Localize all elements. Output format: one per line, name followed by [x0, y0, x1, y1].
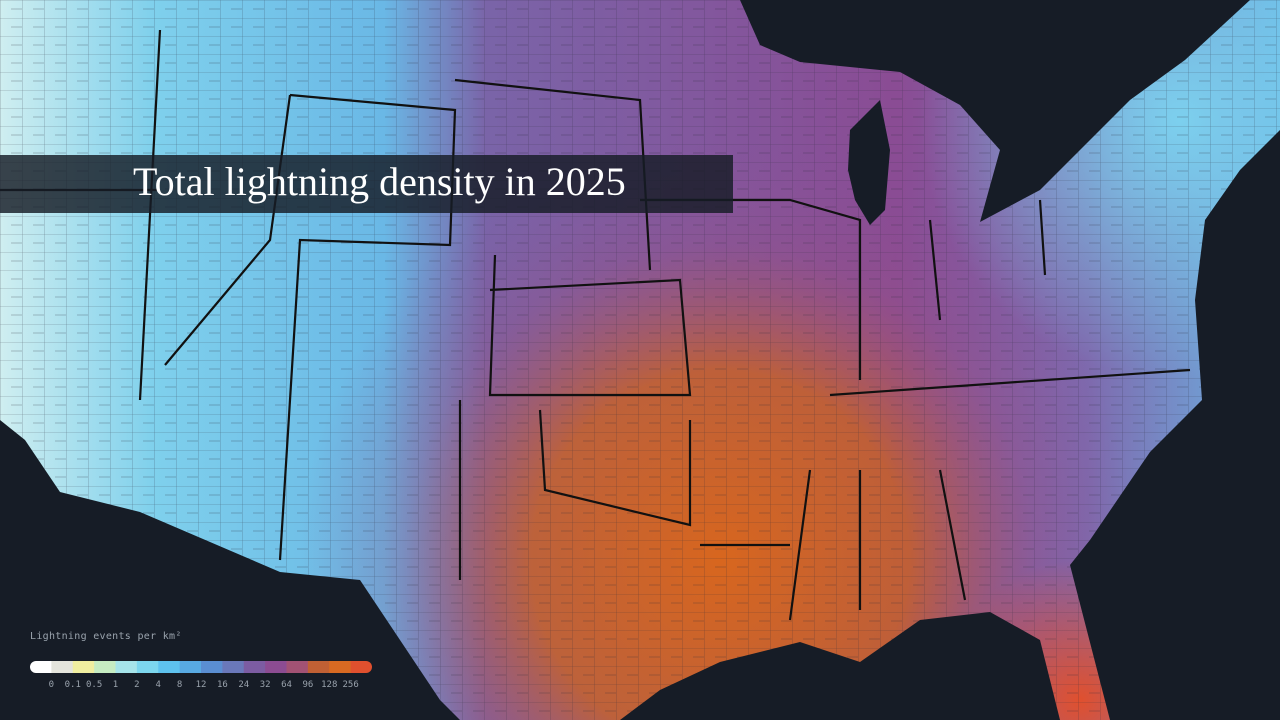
legend-label: 256	[342, 680, 359, 690]
legend-label: 12	[195, 680, 207, 690]
title-band	[0, 155, 733, 213]
legend-label: 8	[176, 680, 183, 690]
legend-label: 16	[216, 680, 228, 690]
map-title: Total lightning density in 2025	[133, 159, 626, 204]
legend-title: Lightning events per km²	[30, 631, 182, 642]
state-lines	[0, 29, 1191, 621]
legend-label: 96	[302, 680, 314, 690]
legend-label: 64	[281, 680, 292, 690]
legend-label: 4	[155, 680, 161, 690]
legend-label: 0	[48, 680, 55, 690]
legend-label: 32	[259, 680, 271, 690]
legend-label: 1	[112, 680, 119, 690]
legend-label: 0.5	[85, 680, 103, 690]
legend-label: 0.1	[64, 680, 81, 690]
legend-label: 2	[134, 680, 140, 690]
legend-label: 128	[321, 680, 338, 690]
legend-label: 24	[238, 680, 250, 690]
